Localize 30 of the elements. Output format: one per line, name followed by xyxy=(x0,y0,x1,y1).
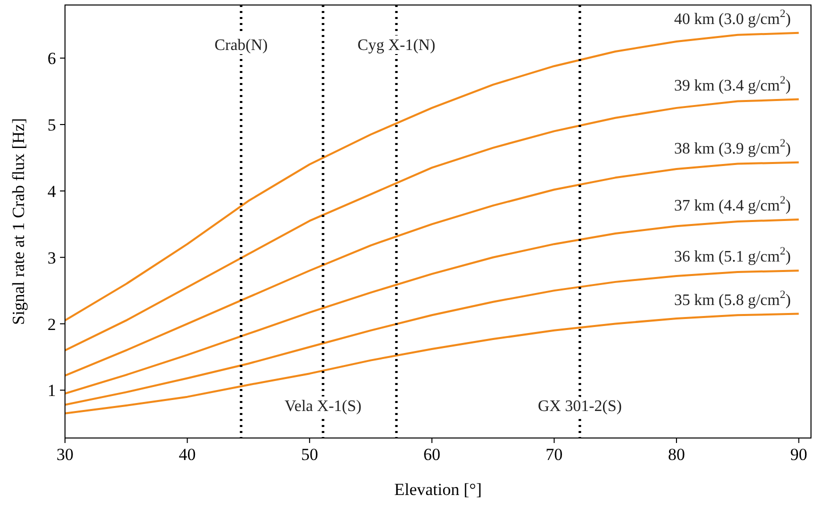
y-tick-label: 3 xyxy=(48,248,56,268)
y-axis-title: Signal rate at 1 Crab flux [Hz] xyxy=(9,118,28,325)
x-axis-title: Elevation [°] xyxy=(394,480,482,499)
series-label: 37 km (4.4 g/cm$^{2}$) xyxy=(674,194,791,215)
line-series xyxy=(65,32,800,322)
series-label: 38 km (3.9 g/cm$^{2}$) xyxy=(674,137,791,158)
ref-line-label: Cyg X-1(N) xyxy=(358,37,436,54)
ref-line-label: Crab(N) xyxy=(214,37,268,54)
line-series xyxy=(65,312,800,414)
y-tick-label: 2 xyxy=(48,314,56,334)
y-tick-label: 4 xyxy=(48,182,56,201)
series-label: 39 km (3.4 g/cm$^{2}$) xyxy=(674,74,791,94)
series-label: 40 km (3.0 g/cm$^{2}$) xyxy=(674,8,791,28)
ref-line-label: Vela X-1(S) xyxy=(284,398,362,415)
series-label: 36 km (5.1 g/cm$^{2}$) xyxy=(674,246,791,266)
y-tick-label: 1 xyxy=(48,381,56,400)
line-series xyxy=(65,98,800,352)
line-series xyxy=(65,161,800,377)
x-tick-label: 60 xyxy=(423,445,440,464)
x-tick-label: 80 xyxy=(668,445,685,464)
ref-line-label: GX 301-2(S) xyxy=(538,398,622,415)
x-tick-label: 40 xyxy=(178,445,196,464)
y-tick-label: 6 xyxy=(48,49,56,68)
y-tick-label: 5 xyxy=(48,116,56,135)
x-tick-label: 90 xyxy=(790,445,808,464)
series-label: 35 km (5.8 g/cm$^{2}$) xyxy=(674,288,791,309)
x-tick-label: 50 xyxy=(301,445,318,464)
x-tick-label: 70 xyxy=(546,445,563,464)
x-tick-label: 30 xyxy=(56,445,74,464)
line-series xyxy=(65,218,800,395)
